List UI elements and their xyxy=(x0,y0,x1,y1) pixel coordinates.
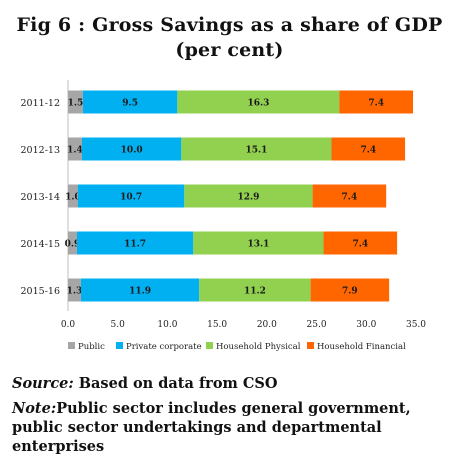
x-tick-label: 25.0 xyxy=(307,320,327,330)
x-tick-label: 30.0 xyxy=(356,320,376,330)
stacked-bar-chart: 2011-12 1.5 9.5 16.3 7.4 2012-13 1.4 10.0 15.1 7.… xyxy=(21,80,426,352)
data-label: 7.9 xyxy=(342,287,358,297)
bar-segment xyxy=(184,184,313,208)
bar-segment xyxy=(80,278,200,302)
bar-segment xyxy=(68,137,82,161)
data-label: 9.5 xyxy=(122,99,138,109)
category-label: 2013-14 xyxy=(21,192,60,203)
bar-segment xyxy=(193,231,324,255)
legend-label: Public xyxy=(78,342,105,352)
legend-swatch xyxy=(206,342,213,349)
source-lead: Source: xyxy=(12,375,74,392)
legend-label: Private corporate xyxy=(126,342,202,352)
bar-segment xyxy=(310,278,390,302)
bar-segment xyxy=(76,231,194,255)
bar-segment xyxy=(82,90,178,114)
data-label: 1.4 xyxy=(67,146,83,156)
data-label: 7.4 xyxy=(342,193,358,203)
data-label: 1.5 xyxy=(68,99,84,109)
source-note: Source: Based on data from CSO xyxy=(12,375,452,392)
x-tick-label: 5.0 xyxy=(111,320,126,330)
category-label: 2015-16 xyxy=(21,286,60,297)
bar-segment xyxy=(339,90,414,114)
bar-segment xyxy=(68,90,83,114)
chart-title: Fig 6 : Gross Savings as a share of GDP xyxy=(16,14,443,36)
data-label: 7.4 xyxy=(368,99,384,109)
bar-segment xyxy=(331,137,406,161)
legend-swatch xyxy=(307,342,314,349)
bar-segment xyxy=(68,278,81,302)
category-label: 2012-13 xyxy=(21,145,60,156)
x-tick-label: 15.0 xyxy=(207,320,227,330)
data-label: 12.9 xyxy=(238,193,260,203)
chart-subtitle: (per cent) xyxy=(175,39,284,61)
legend-label: Household Physical xyxy=(216,342,301,352)
bar-segment xyxy=(181,137,332,161)
bar-segment xyxy=(177,90,340,114)
note-text: Public sector includes general governmen… xyxy=(12,400,411,455)
category-label: 2014-15 xyxy=(21,239,60,250)
bar-segment xyxy=(68,184,78,208)
bar-segment xyxy=(312,184,387,208)
data-label: 16.3 xyxy=(247,99,269,109)
source-text: Based on data from CSO xyxy=(73,375,278,392)
bar-segment xyxy=(199,278,311,302)
x-tick-label: 10.0 xyxy=(157,320,177,330)
data-label: 1.3 xyxy=(67,287,83,297)
x-tick-label: 0.0 xyxy=(61,320,76,330)
bar-segment xyxy=(68,231,77,255)
bar-segment xyxy=(77,184,185,208)
data-label: 7.4 xyxy=(360,146,376,156)
data-label: 13.1 xyxy=(247,240,269,250)
bar-segment xyxy=(81,137,182,161)
data-label: 7.4 xyxy=(352,240,368,250)
legend-label: Household Financial xyxy=(317,342,406,352)
legend-swatch xyxy=(116,342,123,349)
data-label: 10.7 xyxy=(120,193,142,203)
data-label: 11.2 xyxy=(244,287,266,297)
note-lead: Note: xyxy=(12,400,57,417)
data-label: 15.1 xyxy=(245,146,267,156)
footnote: Note:Public sector includes general gove… xyxy=(12,399,452,456)
data-label: 1.0 xyxy=(65,193,81,203)
legend-swatch xyxy=(68,342,75,349)
data-label: 0.9 xyxy=(65,240,81,250)
data-label: 10.0 xyxy=(121,146,143,156)
x-tick-label: 20.0 xyxy=(257,320,277,330)
bar-segment xyxy=(323,231,398,255)
x-tick-label: 35.0 xyxy=(406,320,426,330)
data-label: 11.9 xyxy=(129,287,151,297)
category-label: 2011-12 xyxy=(21,98,60,109)
data-label: 11.7 xyxy=(124,240,146,250)
